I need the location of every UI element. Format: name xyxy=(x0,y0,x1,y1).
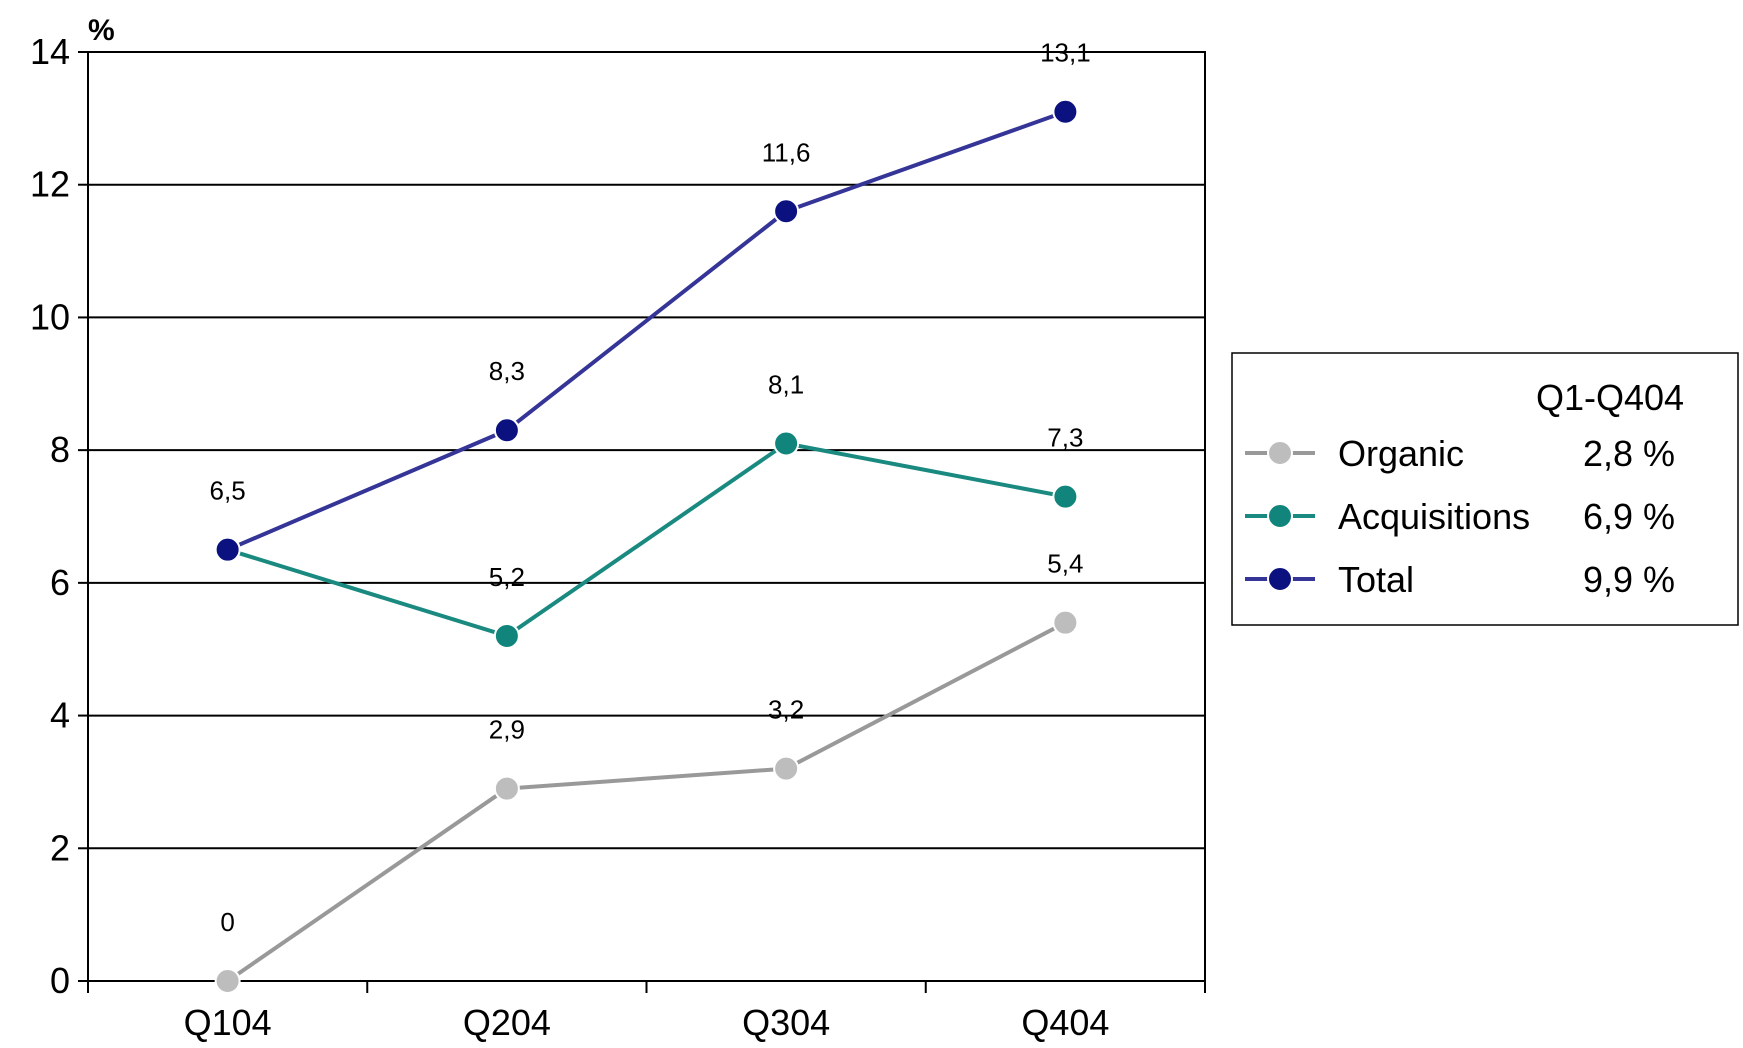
legend-label-acquisitions: Acquisitions xyxy=(1338,496,1530,537)
legend-box xyxy=(1231,352,1739,626)
legend-marker-total xyxy=(1267,566,1293,592)
data-label-acquisitions: 8,1 xyxy=(768,370,804,400)
data-point-total xyxy=(773,198,800,225)
data-point-total xyxy=(493,417,520,444)
y-tick-label: 12 xyxy=(30,164,70,205)
data-label-acquisitions: 5,2 xyxy=(489,562,525,592)
data-label-total: 6,5 xyxy=(210,476,246,506)
data-label-organic: 0 xyxy=(220,907,234,937)
data-label-total: 13,1 xyxy=(1040,38,1091,68)
data-point-total xyxy=(214,536,241,563)
legend: Q1-Q404 Organic 2,8 % Acquisitions 6,9 % Tot… xyxy=(1231,352,1739,626)
data-point-acquisitions xyxy=(1052,483,1079,510)
x-tick-label: Q104 xyxy=(184,1002,272,1043)
y-tick-label: 4 xyxy=(50,695,70,736)
legend-marker-acquisitions xyxy=(1267,503,1293,529)
y-tick-label: 10 xyxy=(30,296,70,337)
data-point-organic xyxy=(214,968,241,994)
data-point-organic xyxy=(773,755,800,782)
legend-header: Q1-Q404 xyxy=(1536,377,1684,418)
x-tick-label: Q404 xyxy=(1021,1002,1109,1043)
plot-area: 0 2 4 6 8 10 12 14 Q104 Q204 Q304 Q404 0 2,9 3,2 5,4 5,2… xyxy=(30,31,1206,1043)
data-point-acquisitions xyxy=(493,622,520,649)
y-axis-unit-label: % xyxy=(88,14,115,47)
x-tick-label: Q304 xyxy=(742,1002,830,1043)
series-line-acquisitions xyxy=(227,441,1066,638)
data-label-total: 11,6 xyxy=(762,137,811,167)
legend-label-organic: Organic xyxy=(1338,433,1464,474)
x-tick-label: Q204 xyxy=(463,1002,551,1043)
y-tick-label: 8 xyxy=(50,429,70,470)
data-point-total xyxy=(1052,98,1079,125)
legend-summary-total: 9,9 % xyxy=(1583,559,1675,600)
y-tick-label: 2 xyxy=(50,827,70,868)
series-line-organic xyxy=(226,620,1067,983)
data-label-organic: 5,4 xyxy=(1047,549,1083,579)
legend-marker-organic xyxy=(1267,440,1293,466)
y-tick-label: 6 xyxy=(50,562,70,603)
data-point-acquisitions xyxy=(773,430,800,457)
legend-summary-acquisitions: 6,9 % xyxy=(1583,496,1675,537)
y-tick-label: 0 xyxy=(50,960,70,1001)
data-label-total: 8,3 xyxy=(489,356,525,386)
data-label-organic: 3,2 xyxy=(768,695,804,725)
y-tick-label: 14 xyxy=(30,31,70,72)
series-line-total xyxy=(226,109,1067,552)
legend-summary-organic: 2,8 % xyxy=(1583,433,1675,474)
data-point-organic xyxy=(1052,609,1079,636)
data-label-organic: 2,9 xyxy=(489,715,525,745)
data-point-organic xyxy=(493,775,520,802)
legend-label-total: Total xyxy=(1338,559,1414,600)
plot-frame xyxy=(87,51,1206,982)
data-label-acquisitions: 7,3 xyxy=(1047,423,1083,453)
